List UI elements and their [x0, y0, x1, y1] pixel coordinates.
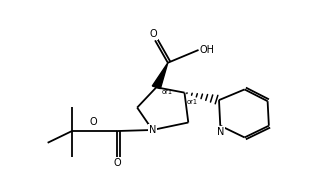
Text: O: O	[114, 158, 121, 168]
Polygon shape	[152, 63, 168, 89]
Text: or1: or1	[162, 89, 173, 95]
Text: N: N	[216, 127, 224, 137]
Text: O: O	[90, 117, 97, 127]
Text: N: N	[149, 125, 156, 135]
Text: OH: OH	[200, 45, 215, 55]
Text: O: O	[150, 29, 158, 39]
Text: or1: or1	[186, 99, 198, 105]
